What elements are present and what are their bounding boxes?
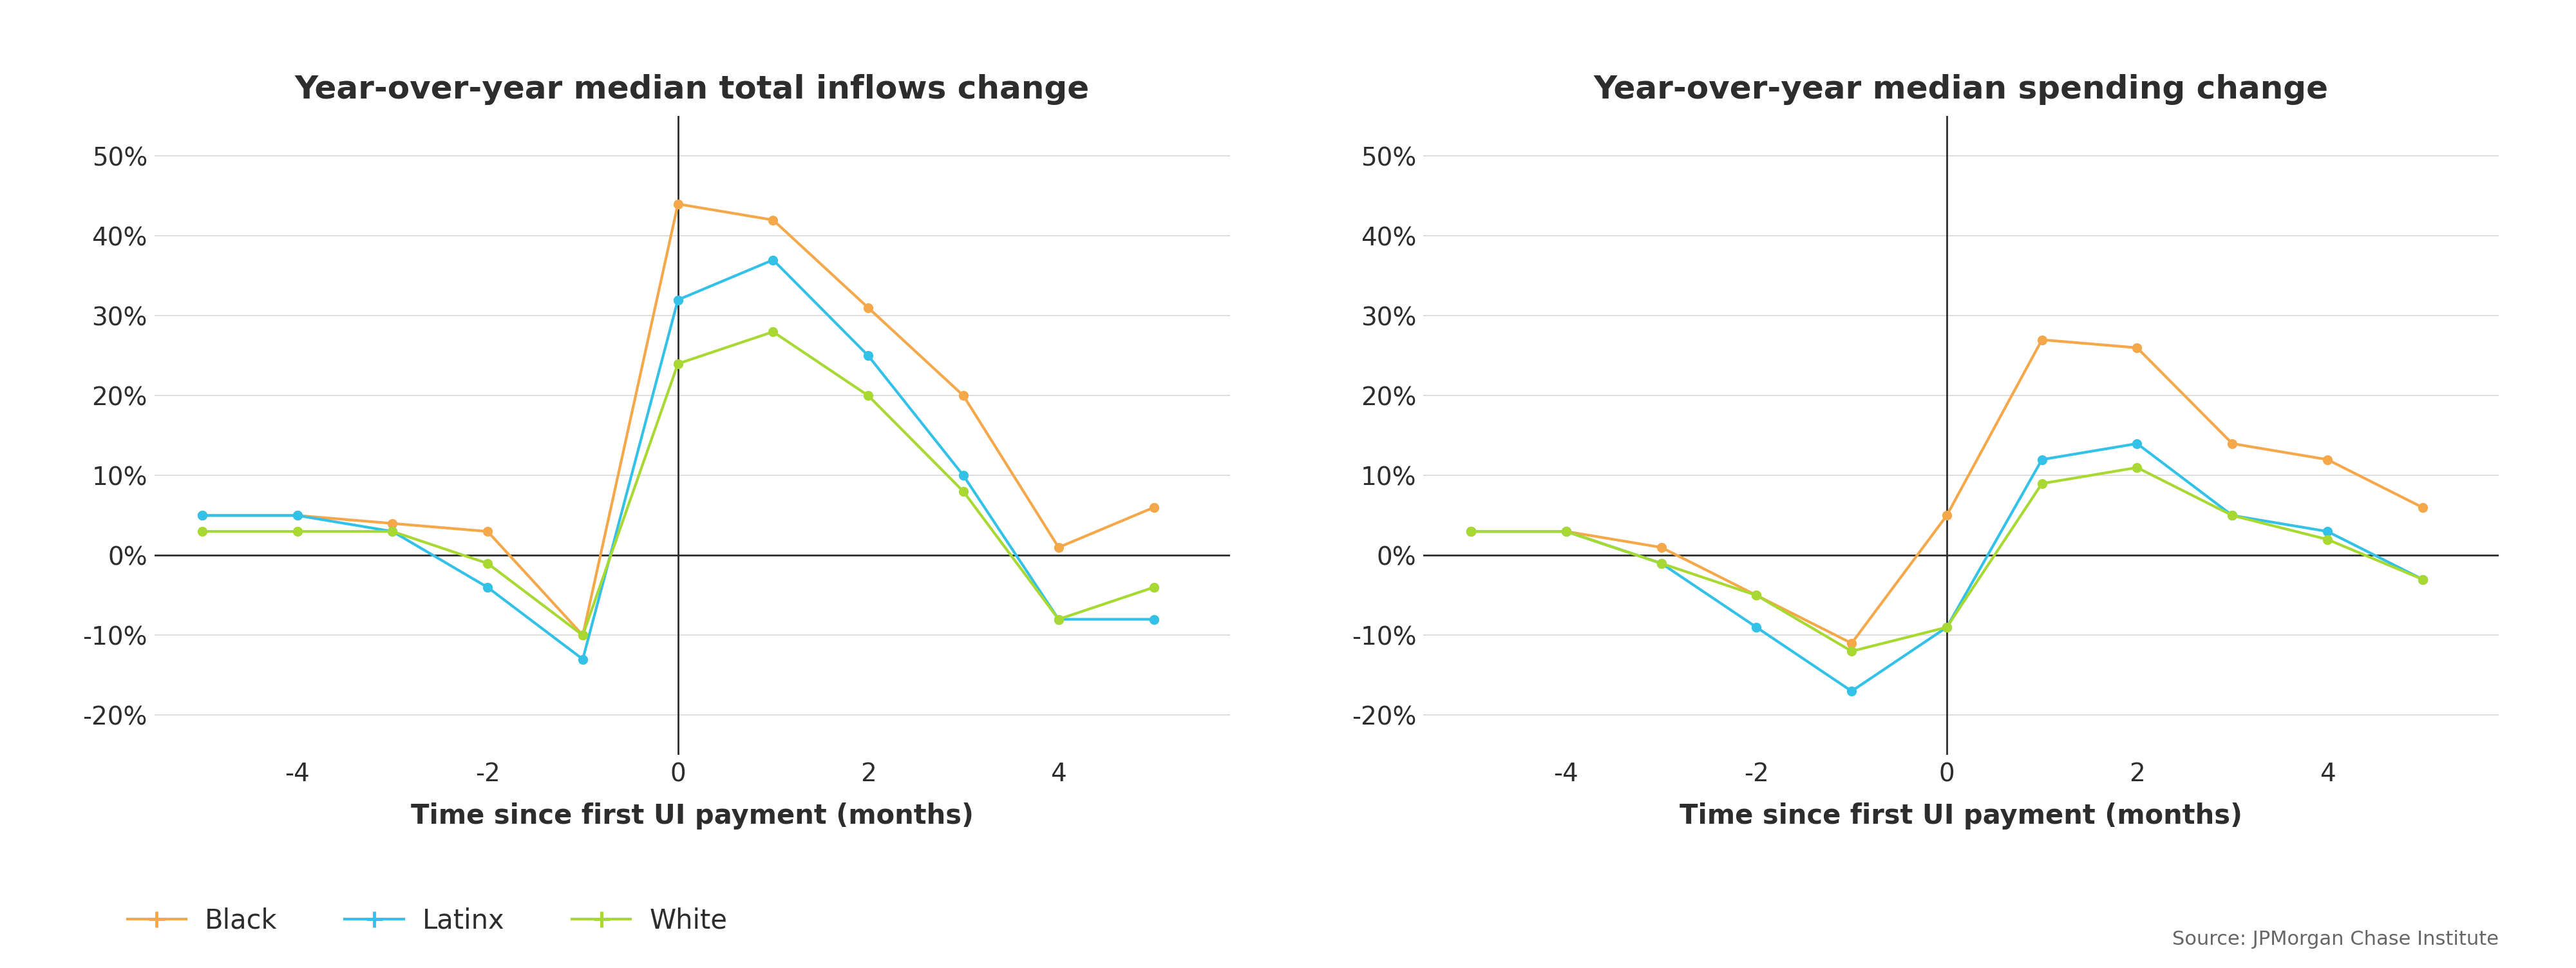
Title: Year-over-year median spending change: Year-over-year median spending change [1595,74,2329,105]
Text: Source: JPMorgan Chase Institute: Source: JPMorgan Chase Institute [2172,930,2499,949]
X-axis label: Time since first UI payment (months): Time since first UI payment (months) [410,802,974,830]
Title: Year-over-year median total inflows change: Year-over-year median total inflows chan… [294,74,1090,105]
Legend: Black, Latinx, White: Black, Latinx, White [116,896,739,945]
X-axis label: Time since first UI payment (months): Time since first UI payment (months) [1680,802,2244,830]
